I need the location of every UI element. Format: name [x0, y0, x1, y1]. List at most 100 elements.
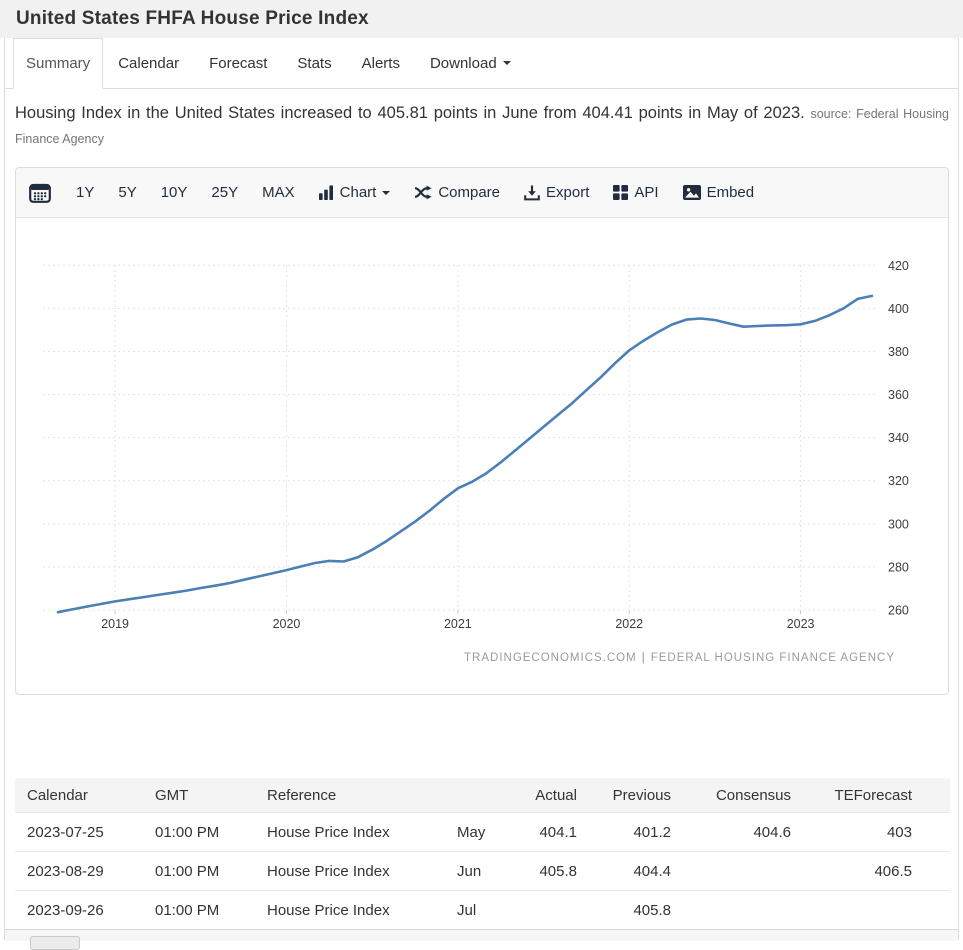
tab-bar: Summary Calendar Forecast Stats Alerts D…	[5, 38, 958, 89]
price-line	[58, 296, 872, 612]
export-label: Export	[546, 184, 589, 201]
table-row: 2023-09-2601:00 PMHouse Price IndexJul 40…	[15, 891, 950, 930]
table-cell	[525, 891, 577, 930]
page-container: Summary Calendar Forecast Stats Alerts D…	[4, 38, 959, 940]
tab-summary[interactable]: Summary	[13, 38, 103, 89]
range-label: 5Y	[118, 184, 136, 201]
table-cell: House Price Index	[255, 813, 445, 852]
range-1y-button[interactable]: 1Y	[76, 184, 94, 201]
x-axis-label: 2020	[273, 617, 301, 631]
table-cell: 2023-09-26	[15, 891, 143, 930]
table-cell: Jul	[445, 891, 525, 930]
line-chart-canvas: 260 280 300 320 340 360 380 400 420 2019 2020 2021 2…	[16, 218, 949, 694]
tab-label: Stats	[297, 55, 331, 72]
column-header: Reference	[255, 778, 445, 813]
y-axis-label: 400	[888, 302, 909, 316]
tab-label: Summary	[26, 55, 90, 72]
column-header: Actual	[525, 778, 577, 813]
date-picker-button[interactable]	[29, 183, 57, 203]
chart-toolbar: 1Y 5Y 10Y 25Y MAX Chart	[16, 168, 948, 218]
table-cell: 406.5	[791, 852, 950, 891]
table-cell: May	[445, 813, 525, 852]
embed-label: Embed	[707, 184, 755, 201]
y-axis-label: 360	[888, 388, 909, 402]
price-chart[interactable]: 260 280 300 320 340 360 380 400 420 2019 2020 2021 2…	[16, 218, 948, 694]
table-cell: 405.8	[577, 891, 671, 930]
x-axis-label: 2023	[787, 617, 815, 631]
calendar-icon	[29, 183, 51, 203]
summary-text: Housing Index in the United States incre…	[15, 101, 949, 151]
tab-download[interactable]: Download	[415, 38, 526, 88]
x-axis-label: 2019	[101, 617, 129, 631]
table-cell: 405.8	[525, 852, 577, 891]
tab-calendar[interactable]: Calendar	[103, 38, 194, 88]
range-25y-button[interactable]: 25Y	[211, 184, 238, 201]
tab-forecast[interactable]: Forecast	[194, 38, 282, 88]
watermark-separator: |	[637, 652, 651, 664]
chevron-down-icon	[503, 61, 511, 65]
table-row: 2023-07-2501:00 PMHouse Price IndexMay40…	[15, 813, 950, 852]
table-cell: 403	[791, 813, 950, 852]
y-axis-label: 320	[888, 474, 909, 488]
x-axis-label: 2021	[444, 617, 472, 631]
table-cell: House Price Index	[255, 852, 445, 891]
table-cell: 01:00 PM	[143, 852, 255, 891]
calendar-table: CalendarGMTReferenceActualPreviousConsen…	[15, 778, 950, 929]
partial-button[interactable]	[30, 936, 80, 950]
x-axis-label: 2022	[615, 617, 643, 631]
tab-label: Calendar	[118, 55, 179, 72]
tab-label: Alerts	[362, 55, 400, 72]
y-axis-label: 340	[888, 431, 909, 445]
y-axis-label: 280	[888, 560, 909, 574]
download-icon	[524, 185, 540, 201]
column-header: Previous	[577, 778, 671, 813]
compare-shuffle-icon	[414, 185, 432, 200]
bar-chart-icon	[319, 185, 334, 200]
chart-type-dropdown[interactable]: Chart	[319, 184, 391, 201]
column-header	[445, 778, 525, 813]
y-axis-label: 260	[888, 604, 909, 618]
chart-widget: 1Y 5Y 10Y 25Y MAX Chart	[15, 167, 949, 695]
grid-icon	[613, 185, 628, 200]
column-header: Consensus	[671, 778, 791, 813]
table-cell: 2023-08-29	[15, 852, 143, 891]
range-10y-button[interactable]: 10Y	[161, 184, 188, 201]
chart-watermark: TRADINGECONOMICS.COM|FEDERAL HOUSING FIN…	[464, 652, 895, 664]
tab-alerts[interactable]: Alerts	[347, 38, 415, 88]
page-title: United States FHFA House Price Index	[16, 8, 369, 30]
table-cell	[791, 891, 950, 930]
chart-type-label: Chart	[340, 184, 377, 201]
table-cell: 404.1	[525, 813, 577, 852]
range-label: 10Y	[161, 184, 188, 201]
table-header-row: CalendarGMTReferenceActualPreviousConsen…	[15, 778, 950, 813]
summary-sentence: Housing Index in the United States incre…	[15, 104, 805, 122]
table-cell: 01:00 PM	[143, 813, 255, 852]
y-axis-label: 380	[888, 345, 909, 359]
export-button[interactable]: Export	[524, 184, 589, 201]
range-max-button[interactable]: MAX	[262, 184, 295, 201]
table-row: 2023-08-2901:00 PMHouse Price IndexJun40…	[15, 852, 950, 891]
watermark-site: TRADINGECONOMICS.COM	[464, 652, 637, 664]
range-label: MAX	[262, 184, 295, 201]
table-cell	[671, 852, 791, 891]
y-axis-label: 300	[888, 517, 909, 531]
table-cell: 01:00 PM	[143, 891, 255, 930]
range-label: 1Y	[76, 184, 94, 201]
tab-label: Forecast	[209, 55, 267, 72]
range-5y-button[interactable]: 5Y	[118, 184, 136, 201]
table-cell: Jun	[445, 852, 525, 891]
y-axis-label: 420	[888, 259, 909, 273]
range-label: 25Y	[211, 184, 238, 201]
embed-button[interactable]: Embed	[683, 184, 755, 201]
table-cell: 401.2	[577, 813, 671, 852]
api-label: API	[634, 184, 658, 201]
compare-button[interactable]: Compare	[414, 184, 500, 201]
table-cell: House Price Index	[255, 891, 445, 930]
table-cell: 2023-07-25	[15, 813, 143, 852]
tab-stats[interactable]: Stats	[282, 38, 346, 88]
watermark-source: FEDERAL HOUSING FINANCE AGENCY	[651, 652, 895, 664]
column-header: Calendar	[15, 778, 143, 813]
tab-label: Download	[430, 55, 497, 72]
api-button[interactable]: API	[613, 184, 658, 201]
column-header: TEForecast	[791, 778, 950, 813]
